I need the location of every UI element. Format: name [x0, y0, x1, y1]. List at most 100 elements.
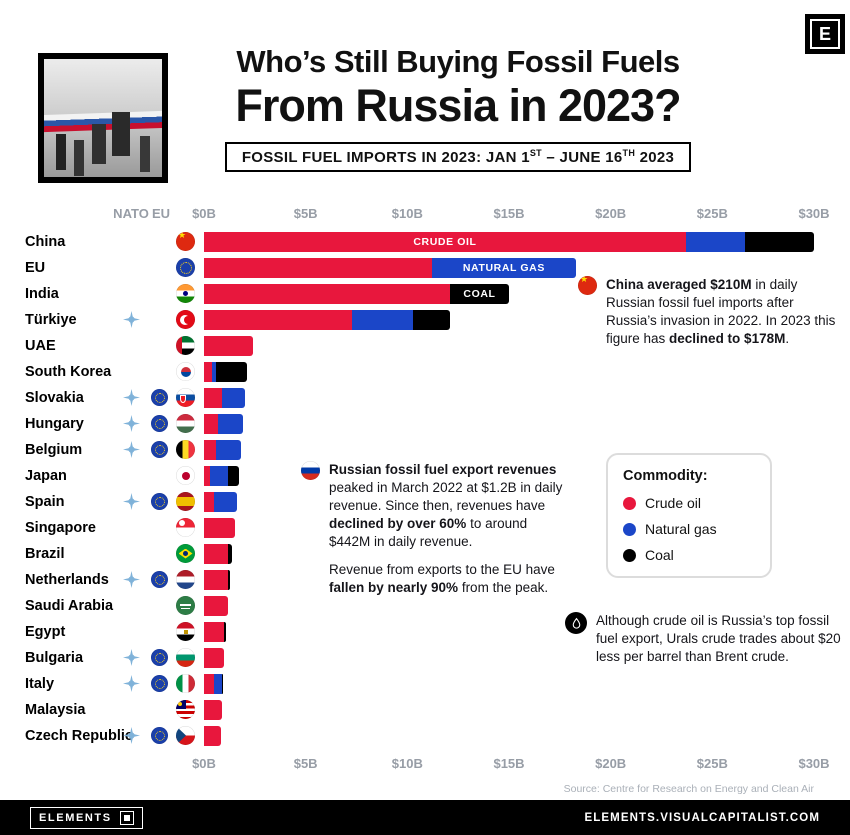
- flag-slot: [176, 362, 195, 386]
- bar-track: [204, 388, 814, 408]
- nato-icon: [123, 727, 140, 744]
- elements-footer-text: ELEMENTS: [39, 811, 112, 824]
- oil-drop-icon: [565, 612, 587, 634]
- chart-row-spain: Spain: [0, 489, 850, 515]
- country-label: Bulgaria: [25, 650, 84, 666]
- flag-slot: [176, 336, 195, 360]
- axis-tick: $10B: [391, 756, 423, 771]
- bar-track: [204, 518, 814, 538]
- legend-label: Crude oil: [645, 495, 702, 511]
- chart-row-brazil: Brazil: [0, 541, 850, 567]
- bar-segment-crude: [204, 700, 223, 720]
- flag-icon-hungary: [176, 414, 195, 433]
- flag-icon-eu: [176, 258, 195, 277]
- flag-icon-south-korea: [176, 362, 195, 381]
- chart-row-eu: EU NATURAL GAS: [0, 255, 850, 281]
- flag-slot: [176, 440, 195, 464]
- subtitle-box: FOSSIL FUEL IMPORTS IN 2023: JAN 1ST – J…: [224, 141, 692, 172]
- annotation-russia-text: Russian fossil fuel export revenues peak…: [329, 461, 563, 597]
- bar-track: [204, 570, 814, 590]
- bar-track: [204, 596, 814, 616]
- bar-segment-crude: [204, 492, 215, 512]
- bar-segment-gas: [212, 362, 217, 382]
- chart-row-japan: Japan: [0, 463, 850, 489]
- annotation-russia: Russian fossil fuel export revenues peak…: [301, 461, 563, 597]
- bar-track: [204, 492, 814, 512]
- axis-tick: $5B: [293, 206, 318, 221]
- flag-slot: [176, 700, 195, 724]
- axis-group-header-nato: NATO: [113, 206, 149, 221]
- axis-tick: $20B: [595, 206, 627, 221]
- flag-icon-spain: [176, 492, 195, 511]
- flag-slot: [176, 726, 195, 750]
- bar-segment-crude: [204, 518, 235, 538]
- bar-segment-gas: [222, 388, 245, 408]
- bar-track: [204, 622, 814, 642]
- axis-tick: $15B: [493, 206, 525, 221]
- flag-icon-egypt: [176, 622, 195, 641]
- subtitle-superscript: ST: [529, 147, 542, 158]
- bar-track: [204, 674, 814, 694]
- flag-icon-saudi-arabia: [176, 596, 195, 615]
- crude-oil-dot-icon: [623, 496, 636, 510]
- bar-segment-crude: [204, 414, 219, 434]
- axis-tick: $0B: [192, 206, 216, 221]
- elements-cube-icon: [119, 810, 134, 825]
- flag-icon-japan: [176, 466, 195, 485]
- bar-segment-gas: [218, 414, 243, 434]
- country-label: South Korea: [25, 364, 112, 380]
- chart-row-hungary: Hungary: [0, 411, 850, 437]
- legend-label: Coal: [645, 547, 674, 563]
- eu-flag-icon: [151, 571, 168, 588]
- flag-slot: [176, 466, 195, 490]
- country-label: Türkiye: [25, 312, 77, 328]
- flag-slot: [176, 570, 195, 594]
- country-label: Czech Republic: [25, 728, 133, 744]
- subtitle-superscript: TH: [622, 147, 636, 158]
- eu-icon: [151, 649, 168, 666]
- eu-icon: [151, 493, 168, 510]
- flag-icon-uae: [176, 336, 195, 355]
- bar-segment-crude: [204, 388, 223, 408]
- subtitle-part: – JUNE 16: [541, 148, 623, 166]
- china-flag-icon: [578, 276, 597, 295]
- legend-item-natural-gas: Natural gas: [623, 521, 755, 537]
- bar-track: [204, 544, 814, 564]
- eu-icon: [151, 675, 168, 692]
- bar-segment-crude: [204, 362, 213, 382]
- flag-icon-china: [176, 232, 195, 251]
- country-label: Hungary: [25, 416, 84, 432]
- bar-track: [204, 414, 814, 434]
- eu-flag-icon: [151, 493, 168, 510]
- bar-segment-crude: [204, 284, 451, 304]
- flag-icon-singapore: [176, 518, 195, 537]
- bar-track: [204, 362, 814, 382]
- flag-icon-netherlands: [176, 570, 195, 589]
- flag-slot: [176, 414, 195, 438]
- bar-segment-coal: COAL: [450, 284, 509, 304]
- flag-icon-brazil: [176, 544, 195, 563]
- country-label: Malaysia: [25, 702, 86, 718]
- chart-row-italy: Italy: [0, 671, 850, 697]
- chart-row-turkiye: Türkiye: [0, 307, 850, 333]
- axis-tick: $20B: [595, 756, 627, 771]
- flag-icon-czech-republic: [176, 726, 195, 745]
- elements-footer-logo: ELEMENTS: [30, 806, 143, 829]
- subtitle-part: 2023: [635, 148, 675, 166]
- axis-tick: $25B: [696, 756, 728, 771]
- axis-tick: $10B: [391, 206, 423, 221]
- flag-slot: [176, 258, 195, 282]
- page-title-line2: From Russia in 2023?: [235, 79, 681, 131]
- bar-track: [204, 648, 814, 668]
- bar-inline-label: CRUDE OIL: [413, 236, 477, 248]
- bar-segment-gas: [214, 674, 223, 694]
- bar-segment-crude: [204, 336, 253, 356]
- nato-icon: [123, 649, 140, 666]
- bar-track: [204, 440, 814, 460]
- annotation-paragraph: Revenue from exports to the EU have fall…: [329, 561, 555, 595]
- nato-icon: [123, 675, 140, 692]
- chart-row-south-korea: South Korea: [0, 359, 850, 385]
- eu-flag-icon: [151, 389, 168, 406]
- flag-slot: [176, 648, 195, 672]
- photo-frame: [38, 53, 168, 183]
